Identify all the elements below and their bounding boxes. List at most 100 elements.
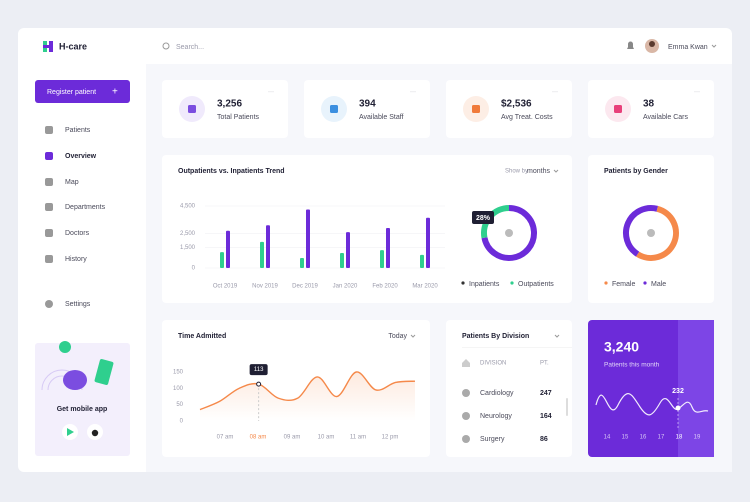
x-tick-label: 12 pm xyxy=(382,435,399,441)
line-point xyxy=(256,381,262,387)
bar xyxy=(300,257,304,268)
stat-icon xyxy=(614,105,622,113)
donut-slice xyxy=(481,205,537,261)
bar xyxy=(426,217,430,268)
month-point xyxy=(675,405,681,411)
division-value: 164 xyxy=(540,413,552,420)
division-value: 247 xyxy=(540,390,552,397)
nav-item[interactable]: Overview xyxy=(65,153,97,160)
legend-label: Male xyxy=(651,281,666,288)
search-input[interactable]: Search... xyxy=(176,44,204,51)
day-label: 14 xyxy=(604,435,611,441)
settings-icon xyxy=(45,300,53,308)
stat-label: Available Cars xyxy=(643,114,689,121)
user-name[interactable]: Emma Kwan xyxy=(668,44,708,51)
donut-slice xyxy=(623,205,658,257)
chevron xyxy=(554,334,560,338)
x-tick-label: Mar 2020 xyxy=(412,284,438,290)
bar xyxy=(386,228,390,268)
avatar-hair xyxy=(649,41,655,47)
logo xyxy=(43,41,53,52)
y-tick-label: 50 xyxy=(176,402,183,408)
chevron xyxy=(711,44,717,48)
x-tick-label: 11 am xyxy=(350,435,366,441)
nav-icon xyxy=(45,255,53,263)
division-icon xyxy=(462,435,470,443)
day-label: 16 xyxy=(640,435,647,441)
scrollbar[interactable] xyxy=(566,398,568,416)
nav-icon xyxy=(45,203,53,211)
legend-dot xyxy=(461,281,465,285)
register-button[interactable] xyxy=(35,80,130,103)
y-tick-label: 1,500 xyxy=(180,245,196,251)
division-title: Patients By Division xyxy=(462,333,529,340)
donut-tooltip xyxy=(472,211,494,224)
bell-icon[interactable] xyxy=(627,41,634,50)
gender-title: Patients by Gender xyxy=(604,168,668,175)
x-tick-label: Feb 2020 xyxy=(372,284,398,290)
chevron xyxy=(553,169,559,173)
stat-value: 38 xyxy=(643,99,655,110)
nav-item[interactable]: Patients xyxy=(65,127,91,134)
stat-menu[interactable]: ··· xyxy=(268,90,274,96)
nav-icon xyxy=(45,152,53,160)
stat-card xyxy=(588,80,714,138)
month-highlight-value: 232 xyxy=(672,388,684,395)
promo-title: Get mobile app xyxy=(57,406,108,413)
nav-icon xyxy=(45,126,53,134)
register-label[interactable]: Register patient xyxy=(47,89,96,96)
y-tick-label: 4,500 xyxy=(180,204,196,210)
y-tick-label: 2,500 xyxy=(180,231,196,237)
stat-menu[interactable]: ··· xyxy=(410,90,416,96)
promo-art xyxy=(63,370,87,390)
stat-card xyxy=(162,80,288,138)
admitted-period[interactable]: Today xyxy=(388,333,407,340)
tooltip-value: 113 xyxy=(254,367,264,373)
admitted-card xyxy=(162,320,430,457)
generated: Patients Overview Map Departments Doctors His… xyxy=(45,80,714,443)
y-tick-label: 150 xyxy=(173,370,184,376)
chevron xyxy=(410,334,416,338)
month-highlight xyxy=(678,320,714,457)
donut-slice xyxy=(636,205,679,261)
promo-art xyxy=(94,359,114,385)
y-tick-label: 0 xyxy=(192,266,196,272)
legend-dot xyxy=(643,281,647,285)
nav-item[interactable]: History xyxy=(65,256,87,263)
bar xyxy=(380,250,384,268)
stat-icon xyxy=(472,105,480,113)
bar xyxy=(266,225,270,268)
nav-icon xyxy=(45,178,53,186)
division-header: PT. xyxy=(540,361,549,367)
stat-menu[interactable]: ··· xyxy=(552,90,558,96)
bar xyxy=(306,209,310,268)
month-wave xyxy=(595,393,709,416)
day-label: 15 xyxy=(622,435,629,441)
x-tick-label: Jan 2020 xyxy=(333,284,358,290)
stat-value: $2,536 xyxy=(501,99,532,110)
bar xyxy=(220,252,224,268)
brand: H-care xyxy=(59,41,87,51)
nav-settings[interactable]: Settings xyxy=(65,301,91,308)
legend-label: Inpatients xyxy=(469,281,500,288)
stat-menu[interactable]: ··· xyxy=(694,90,700,96)
trend-card xyxy=(162,155,572,303)
donut-icon xyxy=(647,229,655,237)
period[interactable]: months xyxy=(527,168,550,175)
nav-item[interactable]: Doctors xyxy=(65,230,90,237)
donut-label: 28% xyxy=(476,215,491,222)
y-tick-label: 0 xyxy=(180,419,184,425)
stat-value: 3,256 xyxy=(217,99,242,110)
division-card xyxy=(446,320,572,457)
donut-icon xyxy=(505,229,513,237)
show-by[interactable]: Show by xyxy=(505,169,528,175)
nav-item[interactable]: Departments xyxy=(65,204,106,211)
legend-label: Female xyxy=(612,281,635,288)
bar xyxy=(346,232,350,268)
search-icon xyxy=(162,42,170,50)
nav-item[interactable]: Map xyxy=(65,179,79,186)
day-label: 19 xyxy=(694,435,701,441)
plus-icon: + xyxy=(112,87,118,98)
stat-value: 394 xyxy=(359,99,376,110)
